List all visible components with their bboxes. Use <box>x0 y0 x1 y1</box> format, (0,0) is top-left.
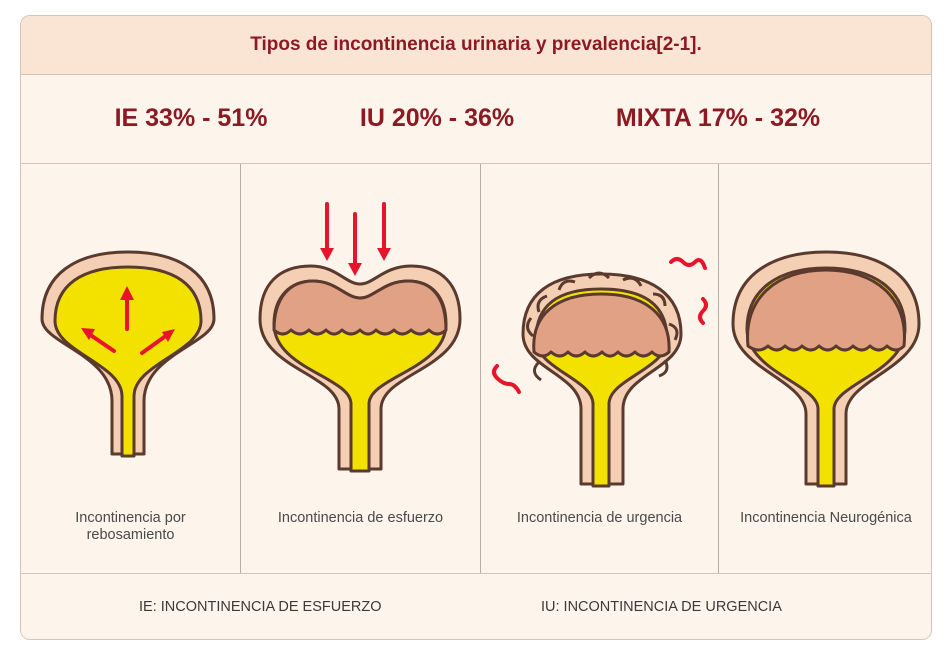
legend-footer: IE: INCONTINENCIA DE ESFUERZO IU: INCONT… <box>21 573 931 639</box>
panel-overflow: Incontinencia por rebosamiento <box>21 164 241 573</box>
panel-urge: Incontinencia de urgencia <box>481 164 719 573</box>
stat-ie: IE 33% - 51% <box>114 104 268 132</box>
panel-label-neurogenic: Incontinencia Neurogénica <box>740 510 912 526</box>
prevalence-row: IE 33% - 51% IU 20% - 36% MIXTA 17% - 32… <box>21 74 931 164</box>
panels-row: Incontinencia por rebosamiento <box>21 164 931 573</box>
title-bar: Tipos de incontinencia urinaria y preval… <box>21 16 931 75</box>
panel-label-stress: Incontinencia de esfuerzo <box>277 510 444 526</box>
panel-stress: Incontinencia de esfuerzo <box>241 164 481 573</box>
panel-label-urge: Incontinencia de urgencia <box>516 510 683 526</box>
stat-mixta: MIXTA 17% - 32% <box>615 104 821 132</box>
page-title: Tipos de incontinencia urinaria y preval… <box>250 34 702 55</box>
legend-ie: IE: INCONTINENCIA DE ESFUERZO <box>139 599 382 615</box>
stat-iu: IU 20% - 36% <box>359 104 515 132</box>
bladder-stress-icon <box>258 202 462 473</box>
bladder-neurogenic-icon <box>731 250 921 488</box>
bladder-urge-icon <box>492 257 708 488</box>
legend-iu: IU: INCONTINENCIA DE URGENCIA <box>541 599 782 615</box>
panel-label-overflow: Incontinencia por rebosamiento <box>75 510 186 543</box>
infographic-card: Tipos de incontinencia urinaria y preval… <box>20 15 932 640</box>
bladder-overflow-icon <box>40 250 216 458</box>
panel-neurogenic: Incontinencia Neurogénica <box>719 164 931 573</box>
